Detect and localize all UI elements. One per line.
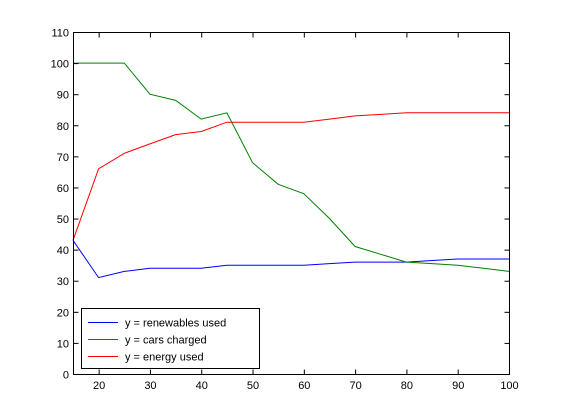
x-tick-label: 100	[500, 380, 518, 392]
x-tick-label: 40	[196, 380, 208, 392]
x-axis-ticks: 20 30 40 50 60 70 80 90 100	[93, 32, 519, 392]
legend-label-2: y = cars charged	[125, 335, 207, 347]
y-tick-label: 40	[57, 245, 69, 257]
y-tick-label: 90	[57, 90, 69, 102]
y-tick-label: 30	[57, 276, 69, 288]
x-tick-label: 30	[144, 380, 156, 392]
x-tick-label: 80	[401, 380, 413, 392]
legend: y = renewables used y = cars charged y = e…	[81, 308, 260, 369]
series-line-3	[72, 112, 509, 241]
y-tick-label: 10	[57, 338, 69, 350]
x-tick-label: 50	[247, 380, 259, 392]
y-tick-label: 100	[51, 59, 69, 71]
x-tick-label: 20	[93, 380, 105, 392]
x-tick-label: 90	[452, 380, 464, 392]
y-axis-ticks: 0 10 20 30 40 50 60 70 80 90 100 110	[51, 28, 510, 382]
y-tick-label: 20	[57, 307, 69, 319]
y-tick-label: 0	[63, 370, 69, 382]
y-tick-label: 80	[57, 121, 69, 133]
x-tick-label: 70	[349, 380, 361, 392]
plot-frame	[73, 32, 510, 375]
series-layer	[72, 62, 510, 279]
y-tick-label: 110	[51, 28, 69, 40]
y-tick-label: 60	[57, 183, 69, 195]
series-line-2	[73, 62, 510, 272]
legend-box	[81, 308, 260, 369]
series-line-1	[72, 240, 509, 279]
y-tick-label: 50	[57, 214, 69, 226]
y-tick-label: 70	[57, 152, 69, 164]
x-tick-label: 60	[298, 380, 310, 392]
legend-label-1: y = renewables used	[125, 318, 226, 330]
legend-label-3: y = energy used	[125, 352, 204, 364]
